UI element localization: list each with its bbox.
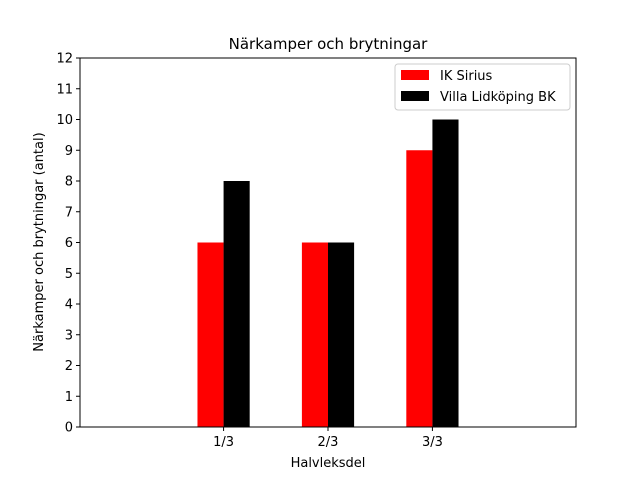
y-tick-label: 12: [56, 52, 73, 67]
y-tick-label: 8: [65, 175, 73, 190]
y-tick-label: 3: [65, 328, 73, 343]
legend-label-ik-sirius: IK Sirius: [440, 69, 493, 84]
y-tick-label: 10: [56, 113, 73, 128]
chart-title: Närkamper och brytningar: [229, 35, 429, 53]
y-tick-label: 5: [65, 267, 73, 282]
x-tick-label: 3/3: [422, 435, 443, 450]
legend: IK Sirius Villa Lidköping BK: [394, 63, 571, 111]
bar-series-1-cat-2: [301, 242, 328, 427]
legend-swatch-villa-lidkoping-bk: [401, 91, 429, 101]
y-tick-label: 1: [65, 390, 73, 405]
x-axis-label: Halvleksdel: [291, 456, 366, 471]
y-tick-label: 2: [65, 359, 73, 374]
bars-group: [197, 119, 459, 427]
y-axis-label: Närkamper och brytningar (antal): [32, 132, 47, 351]
y-tick-label: 11: [56, 82, 73, 97]
plot-frame: [79, 57, 577, 428]
x-tick-label: 2/3: [318, 435, 339, 450]
y-tick-label: 7: [65, 205, 73, 220]
bar-series-1-cat-3: [406, 150, 433, 427]
bar-series-2-cat-3: [432, 119, 459, 427]
bar-series-1-cat-1: [197, 242, 224, 427]
y-tick-label: 0: [65, 421, 73, 436]
legend-label-villa-lidkoping-bk: Villa Lidköping BK: [440, 90, 556, 105]
y-tick-label: 9: [65, 144, 73, 159]
x-ticks-group: 1/3 2/3 3/3: [213, 427, 443, 450]
y-tick-label: 4: [65, 298, 73, 313]
y-tick-label: 6: [65, 236, 73, 251]
legend-frame: [394, 63, 571, 111]
bar-series-2-cat-2: [328, 242, 355, 427]
bar-series-2-cat-1: [223, 181, 250, 427]
legend-swatch-ik-sirius: [401, 70, 429, 80]
x-tick-label: 1/3: [213, 435, 234, 450]
